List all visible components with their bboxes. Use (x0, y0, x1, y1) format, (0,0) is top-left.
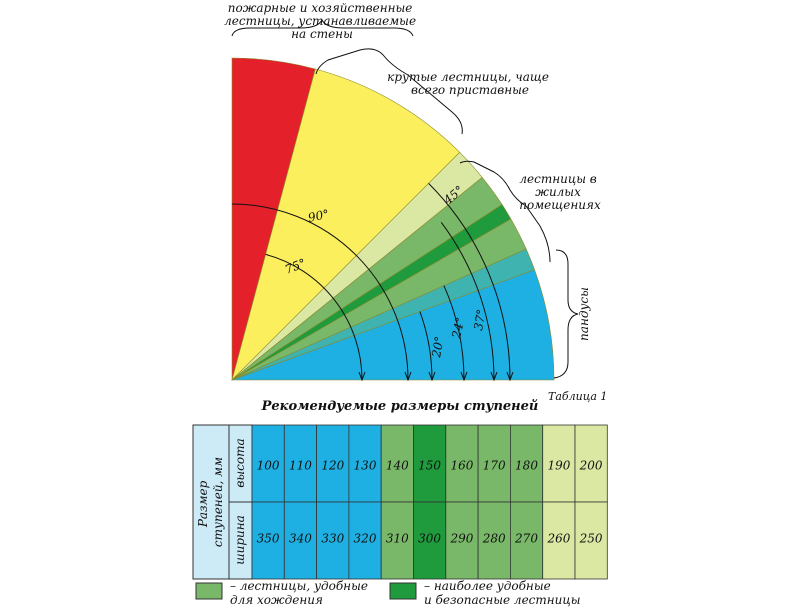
ramps-brace (553, 249, 579, 379)
width-value-9: 270 (514, 532, 538, 546)
table-header-cell (192, 424, 230, 580)
arc-24-arrowhead (460, 371, 468, 382)
arc-45 (428, 183, 511, 381)
height-value-3: 120 (321, 459, 344, 473)
residential-ladders-label: лестницы в жилых помещениях (519, 172, 601, 212)
width-cell-11 (574, 501, 608, 580)
arc-20 (419, 311, 433, 381)
width-cell-6 (413, 501, 447, 580)
width-cell-10 (542, 501, 576, 580)
height-value-6: 150 (418, 459, 441, 473)
arc-24 (443, 285, 465, 381)
width-cell-1 (251, 501, 285, 580)
legend-convenient-swatch (195, 582, 223, 600)
height-value-8: 170 (483, 459, 506, 473)
angle-90-label: 90° (307, 207, 331, 225)
fire-ladders-label: пожарные и хозяйственные лестницы, устан… (224, 1, 420, 41)
angle-20-label: 20° (429, 335, 447, 359)
steps-table: Размер ступеней, мм высота ширина 100 350… (192, 424, 608, 580)
angle-sectors (231, 57, 555, 382)
height-row-label: высота (233, 438, 247, 487)
ramps-label: пандусы (577, 287, 591, 341)
angle-24-label: 24° (449, 316, 467, 341)
arc-45-arrowhead (506, 371, 514, 382)
width-value-10: 260 (546, 532, 570, 546)
width-value-7: 290 (449, 532, 473, 546)
height-cell-4 (348, 424, 382, 503)
height-cell-6 (413, 424, 447, 503)
height-cell-7 (445, 424, 479, 503)
height-cell-11 (574, 424, 608, 503)
fire-ladders-brace (231, 18, 414, 37)
angle-37-label: 37° (471, 308, 488, 331)
legend-safest-label: – наиболее удобные и безопасные лестницы (424, 579, 581, 607)
width-value-5: 310 (386, 532, 409, 546)
arc-37-arrowhead (490, 371, 498, 382)
table-columns: 100 350 110 340 120 330 130 320 140 310 150 300 160 2… (251, 424, 608, 580)
legend-convenient-label: – лестницы, удобные для хождения (230, 579, 372, 607)
height-value-4: 130 (354, 459, 377, 473)
width-value-1: 350 (257, 532, 280, 546)
arc-90 (231, 203, 409, 381)
arc-75-arrowhead (358, 371, 366, 382)
height-value-5: 140 (386, 459, 409, 473)
width-value-8: 280 (482, 532, 506, 546)
table-header-label: Размер ступеней, мм (196, 457, 225, 547)
arc-20-arrowhead (428, 371, 436, 382)
width-cell-7 (445, 501, 479, 580)
sector-steep-ladders (231, 68, 461, 382)
width-cell-4 (348, 501, 382, 580)
width-value-2: 340 (289, 532, 312, 546)
width-value-3: 330 (321, 532, 344, 546)
width-cell-8 (477, 501, 511, 580)
height-value-11: 200 (579, 459, 603, 473)
residential-brace (459, 160, 551, 263)
steep-ladders-label: крутые лестницы, чаще всего приставные (387, 70, 553, 97)
width-cell-2 (283, 501, 317, 580)
table-caption: Таблица 1 (548, 390, 608, 403)
height-cell-9 (509, 424, 544, 503)
arc-75 (265, 253, 363, 381)
legend-safest-swatch (389, 582, 417, 600)
steep-ladders-brace (315, 48, 463, 135)
height-value-2: 110 (289, 459, 312, 473)
sector-ramps (231, 269, 555, 381)
table-title: Рекомендуемые размеры ступеней (261, 399, 539, 414)
height-cell-10 (542, 424, 576, 503)
height-cell-3 (316, 424, 350, 503)
width-cell-3 (316, 501, 350, 580)
height-value-10: 190 (547, 459, 570, 473)
width-value-6: 300 (418, 532, 441, 546)
height-value-7: 160 (450, 459, 473, 473)
width-value-4: 320 (354, 532, 377, 546)
width-row-label: ширина (233, 515, 247, 565)
arc-37 (440, 221, 495, 381)
width-value-11: 250 (579, 532, 603, 546)
angle-arcs (231, 183, 514, 382)
height-value-9: 180 (515, 459, 538, 473)
width-cell-5 (380, 501, 414, 580)
height-value-1: 100 (257, 459, 280, 473)
height-cell-8 (477, 424, 511, 503)
arc-90-arrowhead (404, 371, 412, 382)
